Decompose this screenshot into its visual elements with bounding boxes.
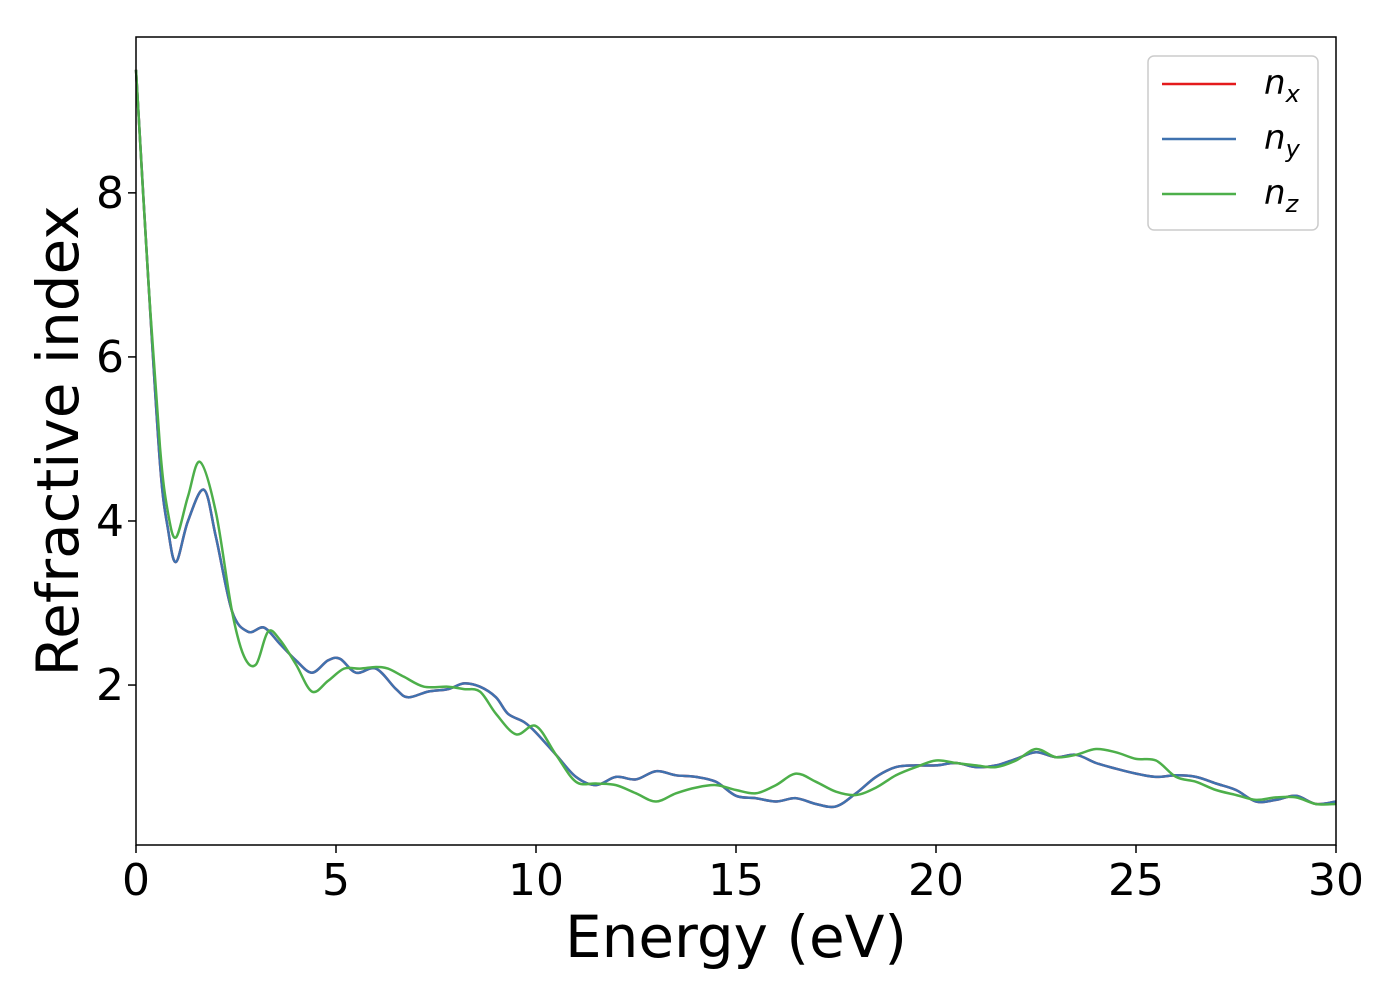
series-lines	[134, 69, 1337, 809]
x-axis-label: Energy (eV)	[565, 903, 907, 971]
y-axis-label: Refractive index	[24, 205, 92, 676]
x-tick-label: 10	[508, 855, 564, 906]
x-tick-label: 30	[1308, 855, 1364, 906]
x-tick-label: 25	[1108, 855, 1164, 906]
y-tick-label: 4	[96, 496, 124, 547]
plot-frame	[135, 36, 1337, 846]
axis-ticks: 0 5 10 15 20 25 30 2 4 6 8	[96, 168, 1364, 906]
x-tick-label: 0	[122, 855, 150, 906]
y-tick-label: 8	[96, 168, 124, 219]
y-tick-label: 2	[96, 660, 124, 711]
x-tick-label: 15	[708, 855, 764, 906]
legend-box	[1147, 55, 1319, 231]
x-tick-label: 5	[322, 855, 350, 906]
series-line-ny	[134, 69, 1337, 809]
y-tick-label: 6	[96, 332, 124, 383]
series-line-nz	[134, 69, 1337, 806]
x-tick-label: 20	[908, 855, 964, 906]
